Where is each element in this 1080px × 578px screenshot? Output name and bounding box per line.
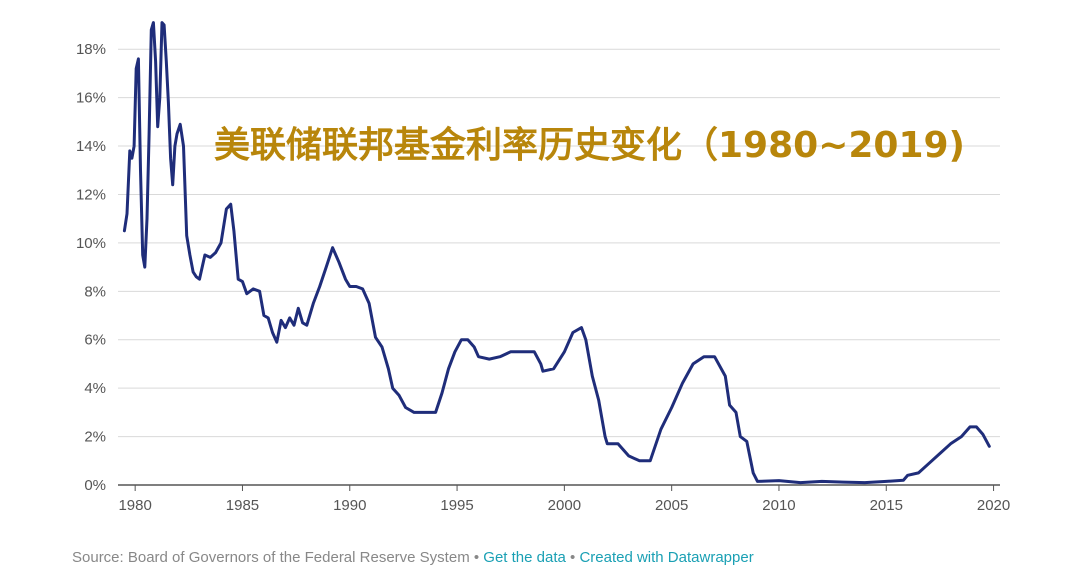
y-tick-label: 14% bbox=[76, 138, 106, 155]
y-tick-label: 6% bbox=[84, 332, 106, 349]
y-tick-label: 12% bbox=[76, 186, 106, 203]
x-tick-label: 2020 bbox=[977, 497, 1010, 514]
y-tick-label: 18% bbox=[76, 41, 106, 58]
created-with-datawrapper-link[interactable]: Created with Datawrapper bbox=[579, 549, 754, 566]
footer-separator: • bbox=[469, 549, 484, 566]
y-tick-label: 16% bbox=[76, 90, 106, 107]
gridlines bbox=[118, 48, 1000, 486]
chart-title: 美联储联邦基金利率历史变化（1980~2019) bbox=[214, 125, 966, 166]
x-tick-label: 2005 bbox=[655, 497, 688, 514]
x-tick-label: 1995 bbox=[440, 497, 473, 514]
x-tick-label: 1980 bbox=[118, 497, 151, 514]
x-tick-label: 2000 bbox=[548, 497, 581, 514]
y-tick-label: 8% bbox=[84, 283, 106, 300]
y-tick-label: 2% bbox=[84, 429, 106, 446]
fed-funds-rate-line bbox=[122, 21, 991, 485]
y-axis-ticks: 0% 2% 4% 6% 8% 10% 12% 14% 16% 18% bbox=[76, 41, 106, 494]
y-tick-label: 4% bbox=[84, 380, 106, 397]
series-layer bbox=[122, 21, 991, 485]
x-axis-ticks: 1980 1985 1990 1995 2000 2005 2010 2015 2020 bbox=[118, 485, 1010, 514]
x-tick-label: 1985 bbox=[226, 497, 259, 514]
footer-separator: • bbox=[565, 549, 580, 566]
get-the-data-link[interactable]: Get the data bbox=[483, 549, 566, 566]
chart-footer: Source: Board of Governors of the Federa… bbox=[72, 549, 754, 566]
source-text: Source: Board of Governors of the Federa… bbox=[72, 549, 470, 566]
x-tick-label: 2010 bbox=[762, 497, 795, 514]
y-tick-label: 0% bbox=[84, 477, 106, 494]
y-tick-label: 10% bbox=[76, 235, 106, 252]
x-tick-label: 2015 bbox=[870, 497, 903, 514]
x-tick-label: 1990 bbox=[333, 497, 366, 514]
